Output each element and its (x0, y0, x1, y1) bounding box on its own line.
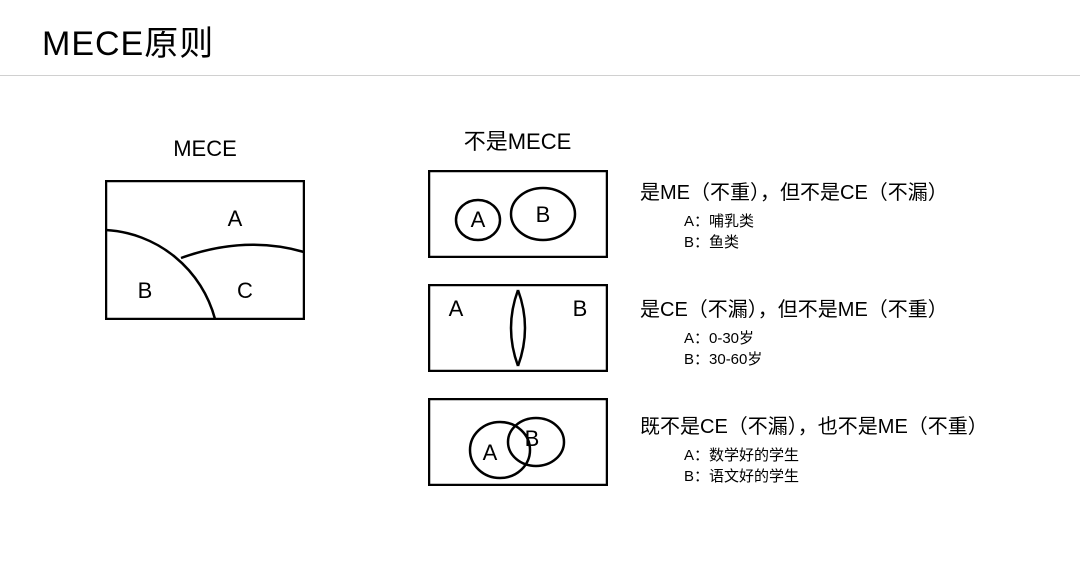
not-mece-label: 不是MECE (415, 124, 620, 156)
not-mece-column: 不是MECE A B A B (415, 124, 620, 512)
diagram-ce-not-me: A B (428, 284, 608, 372)
desc-case2: 是CE（不漏），但不是ME（不重） A：0-30岁 B：30-60岁 (640, 293, 1060, 370)
mece-column: MECE A B C (90, 136, 320, 320)
desc-case3-b: B：语文好的学生 (684, 466, 1060, 487)
desc-case1: 是ME（不重），但不是CE（不漏） A：哺乳类 B：鱼类 (640, 176, 1060, 253)
mece-label: MECE (90, 136, 320, 162)
case2-a: A (448, 296, 463, 321)
mece-diagram: A B C (105, 180, 305, 320)
desc-case3-heading: 既不是CE（不漏），也不是ME（不重） (640, 410, 1060, 439)
desc-case2-heading: 是CE（不漏），但不是ME（不重） (640, 293, 1060, 322)
case2-b: B (572, 296, 587, 321)
desc-case3-a: A：数学好的学生 (684, 445, 1060, 466)
region-b-label: B (138, 278, 153, 303)
region-a-label: A (228, 206, 243, 231)
diagram-neither: A B (428, 398, 608, 486)
title-bar: MECE原则 (0, 0, 1080, 76)
desc-case3: 既不是CE（不漏），也不是ME（不重） A：数学好的学生 B：语文好的学生 (640, 410, 1060, 487)
case3-b: B (524, 426, 539, 451)
page-title: MECE原则 (42, 16, 1038, 65)
case1-b: B (535, 202, 550, 227)
case1-a: A (470, 207, 485, 232)
case3-a: A (482, 440, 497, 465)
desc-case1-heading: 是ME（不重），但不是CE（不漏） (640, 176, 1060, 205)
desc-case2-b: B：30-60岁 (684, 349, 1060, 370)
region-c-label: C (237, 278, 253, 303)
desc-case2-a: A：0-30岁 (684, 328, 1060, 349)
descriptions-column: 是ME（不重），但不是CE（不漏） A：哺乳类 B：鱼类 是CE（不漏），但不是… (640, 176, 1060, 527)
diagram-me-not-ce: A B (428, 170, 608, 258)
desc-case1-b: B：鱼类 (684, 232, 1060, 253)
desc-case1-a: A：哺乳类 (684, 211, 1060, 232)
content-area: MECE A B C 不是MECE A B (0, 76, 1080, 568)
